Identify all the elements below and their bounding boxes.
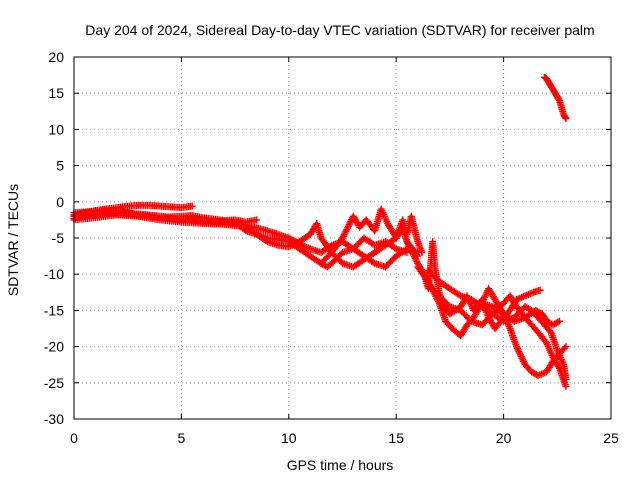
y-tick-label: -30 xyxy=(44,411,64,427)
series-track-k xyxy=(478,299,563,329)
y-tick-label: 5 xyxy=(56,158,64,174)
series-track-j xyxy=(424,267,570,383)
data-point xyxy=(188,202,196,210)
y-tick-label: 10 xyxy=(48,121,64,137)
data-markers xyxy=(70,73,570,390)
data-point xyxy=(562,115,570,123)
data-point xyxy=(418,248,426,256)
data-point xyxy=(555,317,563,325)
y-tick-label: -15 xyxy=(44,302,64,318)
y-tick-label: -10 xyxy=(44,266,64,282)
data-point xyxy=(253,216,261,224)
data-point xyxy=(562,375,570,383)
data-point xyxy=(561,113,569,121)
series-track-f xyxy=(317,205,426,267)
y-axis-label: SDTVAR / TECUs xyxy=(5,184,21,296)
y-tick-label: 15 xyxy=(48,85,64,101)
data-point xyxy=(561,344,569,352)
y-tick-label: 20 xyxy=(48,49,64,65)
series-track-l xyxy=(540,73,570,123)
x-tick-label: 10 xyxy=(281,430,297,446)
plot-frame xyxy=(73,56,612,420)
y-tick-label: 0 xyxy=(56,194,64,210)
x-axis-label: GPS time / hours xyxy=(287,457,394,473)
y-tick-label: -5 xyxy=(52,230,65,246)
data-point xyxy=(536,286,544,294)
y-tick-label: -25 xyxy=(44,375,64,391)
x-tick-label: 20 xyxy=(496,430,512,446)
data-point xyxy=(554,318,562,326)
chart-title: Day 204 of 2024, Sidereal Day-to-day VTE… xyxy=(85,22,594,38)
x-tick-label: 15 xyxy=(388,430,404,446)
data-point xyxy=(562,382,570,390)
data-point xyxy=(562,343,570,351)
x-tick-label: 0 xyxy=(70,430,78,446)
x-tick-label: 5 xyxy=(178,430,186,446)
y-tick-label: -20 xyxy=(44,339,64,355)
x-tick-label: 25 xyxy=(603,430,619,446)
